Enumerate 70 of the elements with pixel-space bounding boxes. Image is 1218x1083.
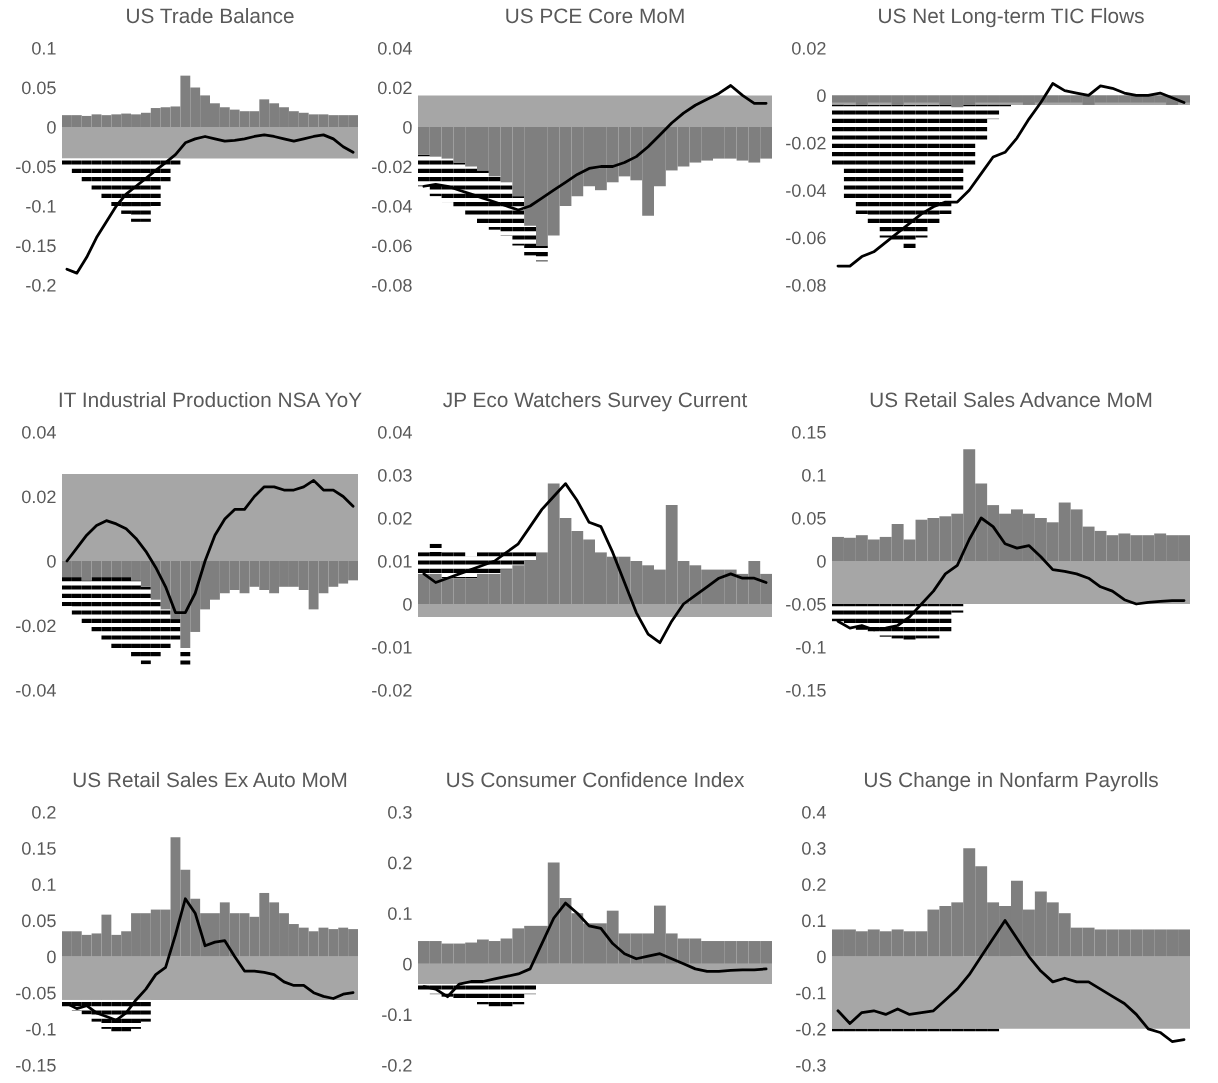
y-tick-label: -0.08 [372, 278, 412, 292]
y-tick-label: 0.1 [32, 878, 56, 892]
y-tick-label: -0.1 [796, 640, 826, 654]
y-tick-label: -0.05 [786, 597, 826, 611]
y-tick-label: -0.1 [26, 1022, 56, 1036]
y-tick-label: -0.01 [372, 640, 412, 654]
y-tick-label: -0.02 [372, 683, 412, 697]
y-tick-label: 0 [403, 120, 412, 134]
y-tick-label: -0.2 [796, 1022, 826, 1036]
y-tick-label: 0 [817, 950, 826, 964]
y-tick-label: -0.3 [796, 1058, 826, 1072]
y-tick-label: 0.02 [22, 490, 56, 504]
y-tick-label: 0 [47, 950, 56, 964]
y-tick-label: 0.1 [802, 914, 826, 928]
y-tick-label: -0.2 [382, 1058, 412, 1072]
y-tick-label: -0.15 [16, 1058, 56, 1072]
y-tick-label: -0.06 [786, 231, 826, 245]
chart-title: US Net Long-term TIC Flows [879, 7, 1144, 28]
y-tick-label: -0.1 [26, 199, 56, 213]
y-tick-label: 0.04 [22, 425, 56, 439]
y-tick-label: 0.15 [22, 842, 56, 855]
y-tick-label: -0.06 [372, 239, 412, 253]
y-tick-label: 0 [47, 554, 56, 568]
chart-title: US Retail Sales Ex Auto MoM [73, 771, 347, 788]
y-tick-label: 0.15 [792, 425, 826, 439]
y-tick-label: 0.2 [32, 805, 56, 819]
y-tick-label: 0.3 [802, 842, 826, 855]
chart-title: US Consumer Confidence Index [447, 771, 745, 788]
chart-title: US Retail Sales Advance MoM [870, 391, 1152, 408]
y-tick-label: 0.03 [378, 468, 412, 482]
y-tick-label: 0.02 [792, 41, 826, 55]
y-tick-label: 0 [817, 554, 826, 568]
y-tick-label: 0.1 [388, 907, 412, 920]
y-tick-label: 0.04 [378, 425, 412, 439]
chart-title: US Change in Nonfarm Payrolls [864, 771, 1158, 792]
y-tick-label: -0.02 [372, 160, 412, 174]
y-tick-label: -0.04 [786, 184, 826, 197]
y-tick-label: 0 [47, 120, 56, 134]
y-tick-label: -0.02 [786, 136, 826, 150]
y-tick-label: 0.4 [802, 805, 826, 819]
y-tick-label: 0.1 [32, 41, 56, 55]
y-tick-label: 0.02 [378, 511, 412, 525]
chart-title: JP Eco Watchers Survey Current [443, 391, 748, 412]
y-tick-label: 0 [403, 597, 412, 611]
chart-title: US Trade Balance [127, 7, 294, 24]
chart-title: IT Industrial Production NSA YoY [59, 391, 362, 408]
y-tick-label: 0.05 [22, 914, 56, 928]
y-tick-label: 0.01 [378, 554, 412, 568]
chart-title: US PCE Core MoM [506, 8, 684, 24]
y-tick-label: -0.04 [16, 683, 56, 697]
y-tick-label: -0.08 [786, 278, 826, 292]
y-tick-label: -0.04 [372, 199, 412, 213]
y-tick-label: 0.3 [388, 805, 412, 819]
y-tick-label: 0.2 [388, 856, 412, 870]
y-tick-label: 0 [817, 89, 826, 103]
y-tick-label: 0.05 [22, 81, 56, 95]
y-tick-label: 0.1 [802, 468, 826, 482]
y-tick-label: -0.1 [796, 986, 826, 1000]
y-tick-label: 0.02 [378, 81, 412, 95]
y-tick-label: -0.02 [16, 619, 56, 633]
y-tick-label: 0.05 [792, 511, 826, 525]
y-tick-label: -0.1 [382, 1008, 412, 1022]
y-tick-label: -0.15 [786, 683, 826, 697]
y-tick-label: -0.05 [16, 986, 56, 1000]
y-tick-label: -0.2 [26, 278, 56, 292]
y-tick-label: -0.05 [16, 160, 56, 174]
y-tick-label: 0.2 [802, 878, 826, 892]
y-tick-label: -0.15 [16, 239, 56, 253]
y-tick-label: 0 [403, 957, 412, 971]
y-tick-label: 0.04 [378, 41, 412, 55]
